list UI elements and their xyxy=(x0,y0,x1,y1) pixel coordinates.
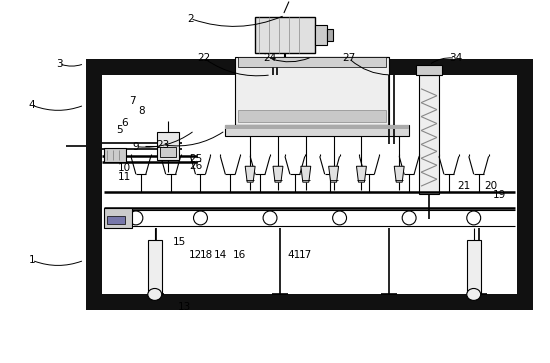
Bar xyxy=(518,59,534,310)
Bar xyxy=(255,17,315,53)
Text: 27: 27 xyxy=(342,53,355,63)
Bar xyxy=(86,294,534,310)
Polygon shape xyxy=(356,166,366,182)
Text: 13: 13 xyxy=(178,302,191,312)
Bar xyxy=(467,240,481,294)
Polygon shape xyxy=(301,166,311,182)
Bar xyxy=(238,57,386,67)
Text: 7: 7 xyxy=(130,97,136,106)
Text: 22: 22 xyxy=(197,53,211,63)
Text: 24: 24 xyxy=(263,53,276,63)
Text: 11: 11 xyxy=(118,172,131,182)
Text: 18: 18 xyxy=(200,250,213,260)
Text: 12: 12 xyxy=(189,250,202,260)
Bar xyxy=(157,132,179,160)
Text: 10: 10 xyxy=(118,163,131,173)
Ellipse shape xyxy=(148,289,162,301)
Bar xyxy=(315,25,327,45)
Text: 4: 4 xyxy=(29,100,35,110)
Text: 16: 16 xyxy=(233,250,246,260)
Bar xyxy=(86,59,534,75)
Bar xyxy=(327,29,333,41)
Bar xyxy=(148,240,162,294)
Text: 5: 5 xyxy=(116,125,123,135)
Text: 15: 15 xyxy=(173,237,186,247)
Text: 21: 21 xyxy=(457,181,470,191)
Text: 6: 6 xyxy=(122,118,128,128)
Polygon shape xyxy=(329,166,339,182)
Bar xyxy=(419,75,439,194)
Text: 19: 19 xyxy=(492,190,505,200)
Text: 41: 41 xyxy=(288,250,301,260)
Text: 26: 26 xyxy=(189,162,202,171)
Text: 1: 1 xyxy=(29,255,35,265)
Text: 23: 23 xyxy=(156,140,169,150)
Text: 3: 3 xyxy=(56,59,63,69)
Ellipse shape xyxy=(467,289,481,301)
Bar xyxy=(238,110,386,122)
Polygon shape xyxy=(273,166,283,182)
Bar xyxy=(416,65,442,75)
Bar xyxy=(235,57,389,125)
Text: 14: 14 xyxy=(214,250,227,260)
Bar xyxy=(107,216,125,224)
Bar xyxy=(104,148,126,162)
Text: 2: 2 xyxy=(187,13,194,24)
Bar xyxy=(160,147,175,157)
Text: 8: 8 xyxy=(138,106,145,115)
Bar xyxy=(226,125,409,129)
Bar xyxy=(104,208,132,228)
Text: 25: 25 xyxy=(189,154,202,164)
Bar xyxy=(86,59,102,310)
Text: 20: 20 xyxy=(485,181,497,191)
Text: 9: 9 xyxy=(133,142,139,152)
Polygon shape xyxy=(245,166,255,182)
Bar xyxy=(226,125,409,136)
Text: 17: 17 xyxy=(299,250,312,260)
Polygon shape xyxy=(394,166,404,182)
Text: 34: 34 xyxy=(449,53,462,63)
